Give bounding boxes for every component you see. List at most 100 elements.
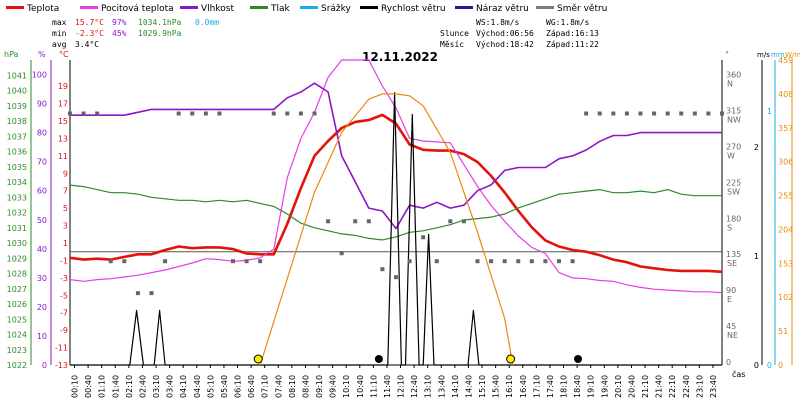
time-tick-label: 00:40 [84,375,93,398]
temp-tick-label: 17 [58,100,68,109]
series-line-vlhkost [70,82,722,230]
pct-tick-label: 30 [37,274,47,283]
legend-swatch-smer [536,6,554,9]
time-tick-label: 17:40 [546,375,555,398]
dir-tick-name: E [727,295,732,304]
time-tick-label: 02:10 [125,375,134,398]
time-tick-label: 05:40 [220,375,229,398]
hpa-tick-label: 1036 [7,148,27,157]
hpa-tick-label: 1027 [7,285,27,294]
wind-direction-point [543,259,548,264]
time-tick-label: 14:10 [451,375,460,398]
dir-tick-value: 270 [726,142,741,151]
wind-direction-point [448,219,453,224]
axis-title-solar: W/m² [785,51,800,59]
time-tick-label: 19:40 [600,375,609,398]
legend-label-pocitova: Pocitová teplota [101,4,174,14]
solar-tick-label: 102 [778,293,793,302]
hpa-tick-label: 1038 [7,117,27,126]
temp-tick-label: 1 [63,239,68,248]
time-tick-label: 20:40 [627,375,636,398]
time-tick-label: 09:10 [315,375,324,398]
axis-title-rain: mm [771,51,785,59]
time-tick-label: 22:40 [682,375,691,398]
temp-tick-label: 3 [63,222,68,231]
temp-tick-label: 13 [58,134,68,143]
solar-tick-label: 255 [778,192,793,201]
wind-direction-point [529,259,534,264]
solar-tick-label: 459 [778,56,793,65]
wind-direction-point [570,259,575,264]
legend-label-rychlost: Rychlost větru [381,4,446,14]
hpa-tick-label: 1039 [7,102,27,111]
wind-direction-point [665,111,670,116]
legend-label-naraz: Náraz větru [476,4,529,14]
time-tick-label: 13:10 [424,375,433,398]
time-tick-label: 06:40 [247,375,256,398]
wind-direction-point [434,259,439,264]
sunset-marker [506,354,516,364]
axis-title-hpa: hPa [4,50,19,59]
wind-direction-point [298,111,303,116]
axis-title-pct: % [38,50,46,59]
time-tick-label: 09:40 [329,375,338,398]
time-tick-label: 08:10 [288,375,297,398]
dir-tick-name: S [727,223,732,232]
time-tick-label: 18:40 [573,375,582,398]
stats-min-hum: 45% [112,29,127,38]
wind-direction-point [271,111,276,116]
time-tick-label: 17:10 [532,375,541,398]
series-line-pocitov-teplota [69,59,723,294]
time-tick-label: 12:10 [397,375,406,398]
stats-sunrise: Východ:06:56 [476,29,534,38]
wind-direction-point [461,219,466,224]
temp-tick-label: -11 [55,344,68,353]
rain-tick-label: 1 [767,107,772,116]
hpa-tick-label: 1037 [7,132,27,141]
hpa-tick-label: 1033 [7,193,27,202]
hpa-tick-label: 1035 [7,163,27,172]
hpa-tick-label: 1023 [7,346,27,355]
stats-moonrise: Východ:18:42 [476,40,534,49]
wind-direction-point [203,111,208,116]
legend-label-teplota: Teplota [26,4,59,14]
pct-tick-label: 80 [37,129,47,138]
stats-sun-label: Slunce [440,29,469,38]
solar-tick-label: 204 [778,225,793,234]
time-tick-label: 23:10 [695,375,704,398]
wind-direction-point [231,259,235,264]
time-tick-label: 02:40 [138,375,147,398]
dir-tick-value: 135 [726,250,741,259]
hpa-tick-label: 1029 [7,254,27,263]
wind-direction-point [394,275,398,280]
time-tick-label: 10:40 [356,375,365,398]
legend-swatch-teplota [6,6,24,9]
stats-block: max 15.7°C 97% 1034.1hPa 0.0mm min -2.3°… [52,18,599,49]
stats-max-rain: 0.0mm [195,18,219,27]
legend-label-tlak: Tlak [270,4,291,14]
temp-tick-label: -3 [60,274,68,283]
wind-direction-point [407,259,412,264]
time-tick-label: 01:40 [111,375,120,398]
wind-tick-label: 2 [754,143,759,152]
wind-direction-point [122,259,127,264]
temp-tick-label: 7 [63,187,68,196]
moonset-marker [374,355,383,363]
time-tick-label: 13:40 [437,375,446,398]
hpa-tick-label: 1040 [7,87,27,96]
series-line-tlak [69,184,722,241]
stats-min-press: 1029.9hPa [138,29,182,38]
legend-swatch-tlak [250,6,268,9]
wind-direction-point [679,111,684,116]
dir-tick-value: 225 [726,178,741,187]
time-tick-label: 14:40 [464,375,473,398]
wind-direction-point [135,291,140,296]
wind-direction-point [258,259,263,264]
hpa-tick-label: 1031 [7,224,27,233]
time-axis-ticks: 00:10 00:40 01:10 01:40 02:10 02:40 03:10 03:40… [71,365,718,398]
wind-direction-point [68,111,72,116]
hpa-tick-label: 1024 [7,331,27,340]
solar-tick-label: 306 [778,158,793,167]
wind-direction-point [421,235,426,240]
wind-direction-point [475,259,480,264]
